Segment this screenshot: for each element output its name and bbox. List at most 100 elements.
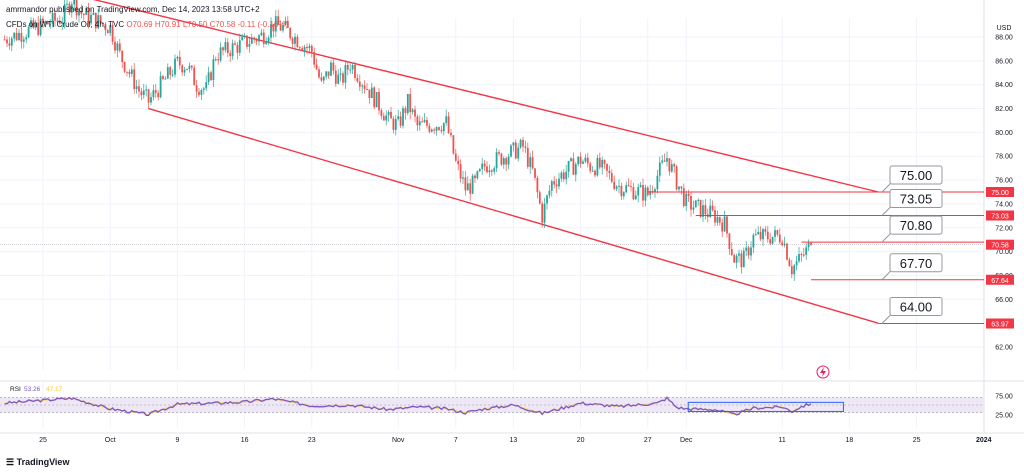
candle-body bbox=[704, 205, 707, 215]
candle-body bbox=[442, 122, 445, 132]
candle-body bbox=[255, 39, 258, 42]
y-tick-label: 72.00 bbox=[995, 225, 1013, 232]
axis-level-tag bbox=[986, 187, 1014, 197]
candle-body bbox=[694, 200, 697, 208]
candle-body bbox=[490, 170, 493, 172]
candle-body bbox=[265, 41, 268, 45]
candle-body bbox=[591, 170, 594, 172]
candle-body bbox=[392, 118, 395, 130]
candle-body bbox=[512, 142, 515, 146]
candle-body bbox=[740, 253, 743, 268]
candle-body bbox=[212, 59, 215, 81]
candle-body bbox=[478, 168, 481, 172]
candle-body bbox=[613, 181, 616, 189]
candle-body bbox=[584, 157, 587, 162]
candle-body bbox=[411, 109, 414, 113]
candle-body bbox=[152, 90, 155, 98]
candle-body bbox=[610, 173, 613, 182]
candle-body bbox=[22, 39, 25, 42]
candle-body bbox=[541, 203, 544, 223]
y-tick-label: 82.00 bbox=[995, 106, 1013, 113]
candle-body bbox=[661, 160, 664, 163]
callout-label: 67.70 bbox=[900, 256, 933, 271]
y-tick-label: 80.00 bbox=[995, 130, 1013, 137]
candle-body bbox=[728, 233, 731, 250]
candle-body bbox=[788, 259, 791, 267]
candle-body bbox=[154, 90, 157, 93]
candle-body bbox=[97, 15, 100, 29]
candle-body bbox=[313, 51, 316, 65]
candle-body bbox=[680, 186, 683, 189]
candle-body bbox=[82, 13, 85, 15]
candle-body bbox=[606, 163, 608, 171]
candle-body bbox=[133, 69, 136, 89]
candle-body bbox=[406, 93, 409, 114]
candle-body bbox=[536, 177, 539, 193]
candle-body bbox=[430, 129, 433, 132]
ohlc-low: L70.50 bbox=[182, 20, 208, 29]
candle-body bbox=[757, 231, 760, 235]
axis-level-tag bbox=[986, 210, 1014, 221]
candle-body bbox=[183, 69, 186, 73]
candle-body bbox=[418, 121, 421, 126]
ohlc-open: O70.69 bbox=[126, 20, 153, 29]
candle-body bbox=[164, 78, 167, 80]
candle-body bbox=[562, 172, 565, 180]
candle-body bbox=[373, 87, 376, 108]
candle-body bbox=[102, 22, 104, 25]
candle-body bbox=[200, 90, 203, 95]
candle-body bbox=[354, 64, 356, 78]
candle-body bbox=[181, 65, 184, 73]
candle-body bbox=[742, 250, 745, 268]
candle-body bbox=[774, 230, 776, 237]
candle-body bbox=[735, 255, 738, 263]
candle-body bbox=[582, 161, 584, 164]
candle-body bbox=[380, 110, 383, 117]
candle-body bbox=[810, 242, 812, 245]
candle-body bbox=[534, 168, 536, 178]
candle-body bbox=[454, 153, 457, 161]
candle-body bbox=[464, 177, 467, 191]
candle-body bbox=[625, 185, 628, 193]
candle-body bbox=[138, 86, 140, 92]
candle-body bbox=[375, 91, 378, 108]
candle-body bbox=[90, 14, 92, 24]
candle-body bbox=[558, 178, 560, 187]
candle-body bbox=[447, 116, 450, 133]
y-tick-label: 78.00 bbox=[995, 154, 1013, 161]
candle-body bbox=[603, 160, 606, 164]
candle-body bbox=[70, 4, 73, 13]
candle-body bbox=[46, 21, 49, 25]
candle-body bbox=[284, 20, 287, 25]
candle-body bbox=[358, 81, 361, 87]
x-tick-label: 25 bbox=[913, 437, 921, 444]
candle-body bbox=[174, 58, 176, 75]
tradingview-branding[interactable]: ☰ TradingView bbox=[6, 457, 69, 468]
candle-body bbox=[531, 157, 534, 169]
callout-box bbox=[889, 215, 943, 235]
candle-body bbox=[106, 30, 109, 34]
candle-body bbox=[118, 43, 121, 51]
candle-body bbox=[34, 22, 37, 28]
candle-body bbox=[548, 190, 551, 196]
candle-body bbox=[560, 172, 563, 179]
rsi-tick-label: 25.00 bbox=[995, 413, 1013, 420]
candle-body bbox=[73, 0, 76, 5]
candle-body bbox=[529, 157, 532, 167]
candle-body bbox=[416, 116, 419, 126]
candle-body bbox=[399, 116, 402, 126]
candle-body bbox=[42, 18, 44, 24]
x-tick-label: 23 bbox=[308, 437, 316, 444]
candle-body bbox=[13, 32, 16, 39]
candle-body bbox=[116, 43, 119, 51]
symbol-legend[interactable]: CFDs on WTI Crude Oil, 4h, TVC O70.69 H7… bbox=[6, 20, 288, 29]
candle-body bbox=[157, 92, 160, 98]
candle-body bbox=[286, 20, 289, 28]
y-tick-label: 62.00 bbox=[995, 345, 1013, 352]
candle-body bbox=[58, 20, 61, 24]
candle-body bbox=[178, 56, 181, 66]
candle-body bbox=[390, 111, 392, 119]
candle-body bbox=[488, 170, 491, 173]
candle-body bbox=[714, 210, 716, 223]
